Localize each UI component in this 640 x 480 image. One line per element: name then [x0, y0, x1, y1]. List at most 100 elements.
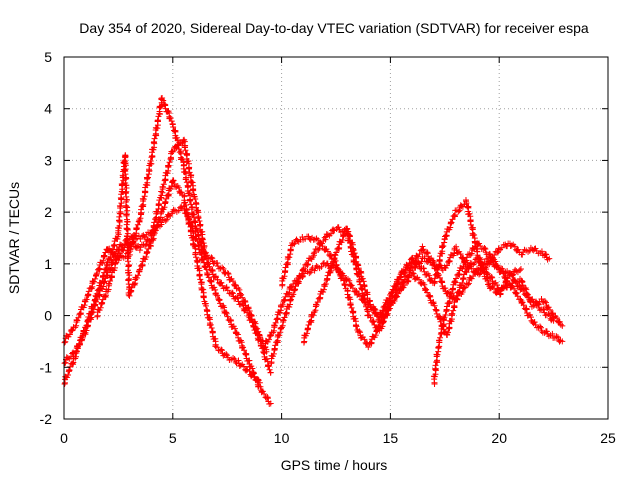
- data-point: [255, 376, 262, 383]
- data-point: [412, 275, 419, 282]
- data-point: [463, 199, 470, 206]
- data-point: [205, 260, 212, 267]
- data-point: [352, 322, 359, 329]
- data-point: [125, 258, 132, 265]
- data-point: [249, 365, 256, 372]
- data-point: [137, 215, 144, 222]
- data-point: [287, 296, 294, 303]
- data-point: [375, 322, 382, 329]
- data-point: [143, 241, 150, 248]
- data-point: [195, 214, 202, 221]
- data-point: [553, 333, 560, 340]
- data-point: [247, 311, 254, 318]
- data-point: [190, 187, 197, 194]
- data-point: [281, 297, 288, 304]
- data-point: [443, 262, 450, 269]
- data-point: [453, 275, 460, 282]
- data-point: [310, 252, 317, 259]
- data-point: [165, 192, 172, 199]
- data-point: [344, 225, 351, 232]
- data-point: [122, 190, 129, 197]
- data-point: [351, 250, 358, 257]
- data-point: [128, 287, 135, 294]
- data-point: [405, 262, 412, 269]
- x-tick-label: 15: [383, 430, 399, 446]
- data-point: [495, 245, 502, 252]
- data-point: [169, 149, 176, 156]
- data-point: [270, 350, 277, 357]
- data-point: [83, 296, 90, 303]
- data-point: [488, 284, 495, 291]
- data-point: [357, 269, 364, 276]
- data-point: [267, 369, 274, 376]
- data-point: [154, 125, 161, 132]
- data-point: [529, 296, 536, 303]
- data-point: [185, 213, 192, 220]
- data-point: [101, 252, 108, 259]
- data-point: [519, 251, 526, 258]
- data-point: [511, 277, 518, 284]
- data-point: [91, 278, 98, 285]
- data-point: [196, 272, 203, 279]
- data-point: [232, 358, 239, 365]
- data-point: [463, 257, 470, 264]
- data-point: [516, 267, 523, 274]
- data-point: [116, 213, 123, 220]
- data-point: [218, 279, 225, 286]
- data-point: [504, 275, 511, 282]
- data-point: [185, 158, 192, 165]
- data-point: [272, 319, 279, 326]
- data-point: [137, 244, 144, 251]
- x-tick-label: 0: [60, 430, 68, 446]
- data-point: [200, 294, 207, 301]
- data-point: [246, 368, 253, 375]
- data-point: [287, 246, 294, 253]
- data-point: [361, 283, 368, 290]
- data-point: [468, 250, 475, 257]
- data-point: [267, 400, 274, 407]
- data-point: [431, 275, 438, 282]
- data-point: [168, 118, 175, 125]
- data-point: [513, 290, 520, 297]
- data-point: [150, 139, 157, 146]
- data-point: [367, 314, 374, 321]
- data-point: [173, 183, 180, 190]
- data-point: [152, 227, 159, 234]
- data-point: [170, 148, 177, 155]
- data-point: [452, 278, 459, 285]
- data-point: [335, 224, 342, 231]
- y-tick-label: -1: [40, 359, 53, 375]
- data-point: [282, 293, 289, 300]
- data-point: [471, 245, 478, 252]
- data-point: [97, 304, 104, 311]
- data-point: [133, 225, 140, 232]
- data-point: [101, 293, 108, 300]
- x-tick-label: 20: [491, 430, 507, 446]
- data-point: [216, 297, 223, 304]
- data-point: [92, 275, 99, 282]
- data-point: [465, 281, 472, 288]
- data-point: [401, 268, 408, 275]
- data-point: [430, 262, 437, 269]
- data-point: [89, 304, 96, 311]
- data-point: [443, 303, 450, 310]
- data-point: [431, 302, 438, 309]
- data-point: [336, 268, 343, 275]
- data-point: [515, 246, 522, 253]
- data-point: [449, 310, 456, 317]
- data-point: [195, 265, 202, 272]
- data-point: [360, 278, 367, 285]
- data-point: [315, 246, 322, 253]
- data-point: [138, 206, 145, 213]
- data-point: [511, 243, 518, 250]
- data-point: [107, 278, 114, 285]
- data-point: [410, 270, 417, 277]
- data-point: [450, 307, 457, 314]
- data-point: [467, 218, 474, 225]
- data-point: [347, 301, 354, 308]
- data-point: [406, 260, 413, 267]
- data-point: [215, 296, 222, 303]
- data-point: [346, 232, 353, 239]
- data-point: [488, 273, 495, 280]
- data-point: [465, 265, 472, 272]
